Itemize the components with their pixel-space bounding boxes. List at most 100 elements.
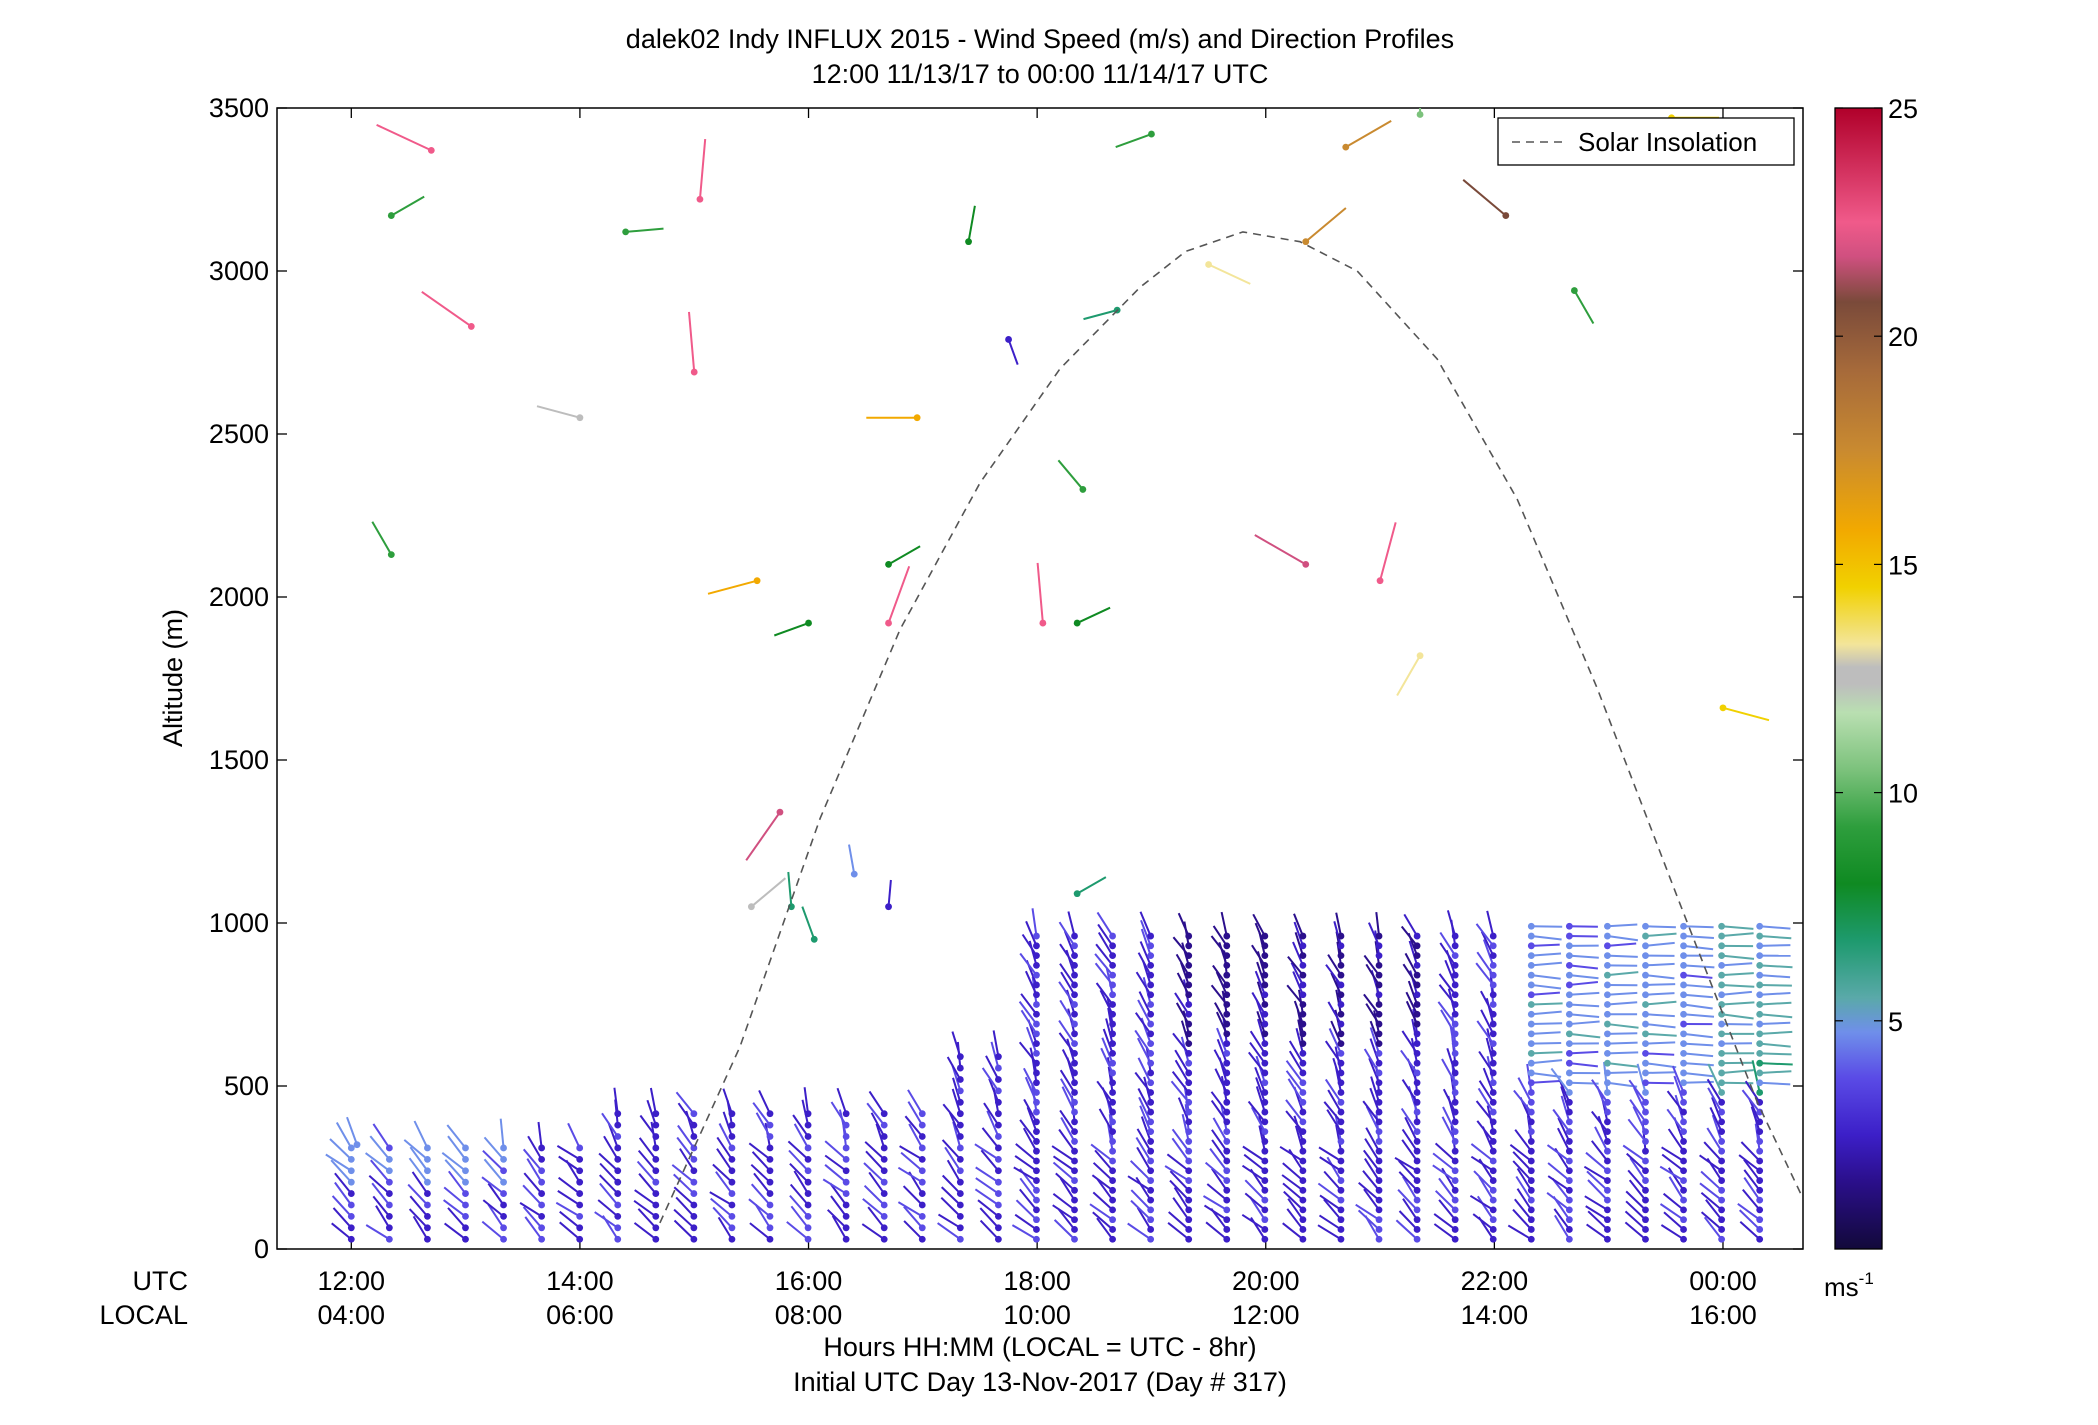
wind-barb-point [1337,1118,1345,1126]
wind-barb-point [1375,961,1383,969]
wind-barb-shaft [1101,1037,1114,1064]
wind-barb-shaft [750,877,787,908]
x-row-label-utc: UTC [133,1266,189,1296]
wind-barb-shaft [903,1220,923,1240]
wind-barb-point [1147,1069,1155,1077]
wind-barb-point [1680,1030,1687,1038]
wind-barb-shaft [1177,1097,1190,1123]
wind-barb-shaft [1370,1076,1380,1103]
wind-barb-shaft [1721,983,1755,988]
wind-barb-shaft [887,565,911,624]
wind-barb-point [1147,1040,1155,1048]
wind-barb-point [1756,932,1764,940]
wind-barb-shaft [633,1222,657,1241]
wind-barb-shaft [1164,1165,1190,1182]
wind-barb-shaft [1516,1167,1533,1191]
x-tick-label-utc: 00:00 [1689,1266,1757,1296]
wind-barb-shaft [557,1176,581,1195]
wind-barb-shaft [1365,1127,1380,1152]
wind-barb-point [1718,1098,1726,1106]
wind-barb-point [1071,1010,1078,1018]
wind-barb-shaft [556,1145,581,1161]
wind-barb-shaft [1247,1100,1266,1123]
wind-barb-point [1413,932,1421,940]
wind-barb-point [1261,952,1269,959]
wind-barb-shaft [1022,1127,1038,1152]
wind-barb-point [1033,1040,1040,1048]
wind-barb-shaft [1659,1203,1685,1221]
wind-barb-point [1489,961,1497,969]
wind-barb-point [1565,1216,1573,1224]
wind-barb-point [1451,1138,1459,1145]
wind-barb-shaft [1129,1160,1152,1182]
wind-barb-shaft [1569,1013,1600,1018]
wind-barb-point [1413,1157,1421,1165]
wind-barb-point [1261,1128,1269,1136]
wind-barb-shaft [522,1184,543,1206]
wind-barb-point [1527,1001,1535,1008]
wind-barb-point [1718,932,1726,940]
wind-barb-shaft [1759,1081,1791,1086]
wind-barb-shaft [487,1182,505,1206]
wind-barb-shaft [1094,1149,1114,1172]
wind-barb-point [462,1235,469,1243]
wind-barb-shaft [1100,1047,1114,1074]
wind-barb-point [1416,652,1424,660]
wind-barb-shaft [1332,1057,1342,1084]
wind-barb-shaft [897,1201,923,1218]
solar-insolation-line [659,231,1802,1224]
wind-barb-point [385,1224,393,1232]
wind-barb-shaft [985,1055,1000,1080]
wind-barb-shaft [1531,1010,1562,1016]
wind-barb-shaft [1369,1038,1380,1064]
wind-barb-point [1489,981,1497,989]
wind-barb-shaft [1478,1080,1495,1103]
wind-barb-shaft [940,1196,962,1218]
wind-barb-point [1299,1040,1307,1048]
wind-barb-shaft [946,1056,962,1080]
wind-barb-shaft [753,1172,771,1195]
wind-barb-shaft [636,1160,657,1183]
wind-barb-shaft [1096,911,1114,937]
wind-barb-point [1223,1128,1231,1136]
wind-barb-point [1565,1226,1573,1233]
wind-barb-point [500,1167,507,1175]
wind-barb-point [1565,1098,1573,1106]
wind-barb-point [1413,1001,1421,1008]
wind-barb-point [385,1190,393,1197]
wind-barb-point [1109,952,1116,959]
wind-barb-point [1680,1216,1687,1224]
wind-barb-shaft [1206,1183,1228,1201]
wind-barb-point [1147,942,1155,950]
wind-barb-shaft [1699,1182,1723,1201]
wind-barb-point [1033,991,1040,999]
wind-barb-point [1451,1128,1459,1136]
wind-barb-point [538,1178,546,1186]
wind-barb-point [1642,1235,1649,1243]
wind-barb-point [500,1178,507,1186]
wind-barb-point [1223,1147,1231,1155]
wind-barb-shaft [861,1223,885,1241]
wind-barb-shaft [1476,1020,1495,1045]
wind-barb-point [576,1155,584,1163]
wind-barb-shaft [1517,1077,1533,1103]
wind-barb-point [1223,932,1231,940]
wind-barb-point [1604,932,1611,940]
wind-barb-point [347,1235,355,1243]
wind-barb-point [1185,952,1193,959]
wind-barb-shaft [1210,1091,1228,1113]
wind-barb-point [1223,1206,1231,1214]
legend: Solar Insolation [1497,117,1795,166]
wind-barb-point [918,1121,926,1129]
wind-barb-point [1642,991,1649,999]
wind-barb-shaft [1174,992,1190,1015]
wind-barb-point [690,1144,698,1152]
wind-barb-shaft [1094,953,1114,976]
wind-barb-point [1337,1186,1345,1194]
wind-barb-shaft [483,1136,505,1161]
wind-barb-point [652,1178,660,1186]
wind-barb-point [652,1110,660,1118]
wind-barb-shaft [979,1219,1000,1240]
wind-barb-point [1451,952,1459,959]
